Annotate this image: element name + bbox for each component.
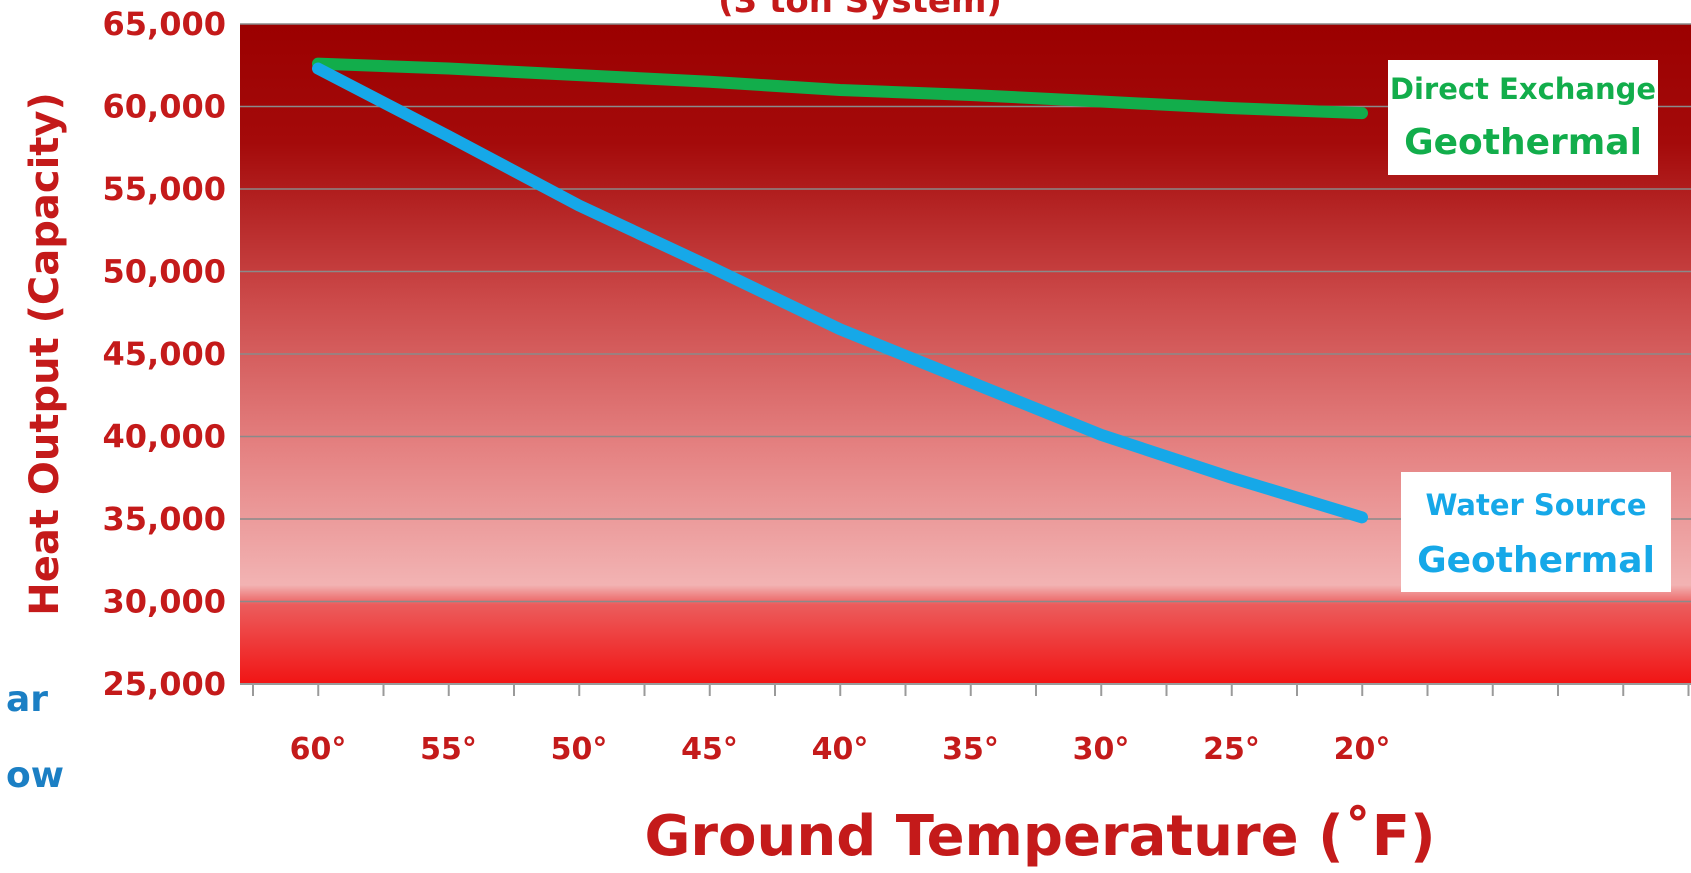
series-lines: [312, 57, 1368, 524]
x-tick-label: 30°: [1073, 732, 1130, 767]
y-tick-label: 25,000: [103, 665, 226, 703]
y-tick-label: 45,000: [103, 335, 226, 373]
x-tick-label: 55°: [420, 732, 477, 767]
y-axis-label: Heat Output (Capacity): [22, 92, 68, 616]
y-ticks: 25,000 30,000 35,000 40,000 45,000 50,000 55,0…: [103, 5, 226, 703]
series-line-1: [312, 62, 1368, 524]
series-line-0: [312, 57, 1368, 120]
y-tick-label: 65,000: [103, 5, 226, 43]
x-axis-label: Ground Temperature (˚F): [644, 804, 1435, 869]
y-tick-label: 55,000: [103, 170, 226, 208]
y-tick-label: 60,000: [103, 88, 226, 126]
x-tick-label: 35°: [942, 732, 999, 767]
x-tick-label: 50°: [551, 732, 608, 767]
y-tick-label: 40,000: [103, 418, 226, 456]
y-tick-label: 35,000: [103, 500, 226, 538]
y-tick-label: 50,000: [103, 253, 226, 291]
legend-direct-exchange: Direct Exchange Geothermal: [1388, 60, 1658, 175]
legend-water-source-line1: Water Source: [1425, 488, 1646, 522]
legend-water-source: Water Source Geothermal: [1401, 472, 1671, 592]
legend-direct-exchange-line1: Direct Exchange: [1390, 72, 1656, 106]
x-tick-label: 60°: [290, 732, 347, 767]
x-tick-label: 45°: [681, 732, 738, 767]
x-tick-label: 20°: [1334, 732, 1391, 767]
y-tick-label: 30,000: [103, 583, 226, 621]
edge-text-line1: ar: [6, 679, 48, 720]
x-ticks: 60° 55° 50° 45° 40° 35° 30° 25° 20°: [240, 683, 1691, 767]
x-tick-label: 25°: [1203, 732, 1260, 767]
chart-title: (3 ton System): [718, 0, 1002, 21]
legend-water-source-line2: Geothermal: [1417, 540, 1655, 581]
x-tick-label: 40°: [812, 732, 869, 767]
legend-direct-exchange-line2: Geothermal: [1404, 122, 1642, 163]
edge-text-line2: ow: [6, 755, 64, 796]
